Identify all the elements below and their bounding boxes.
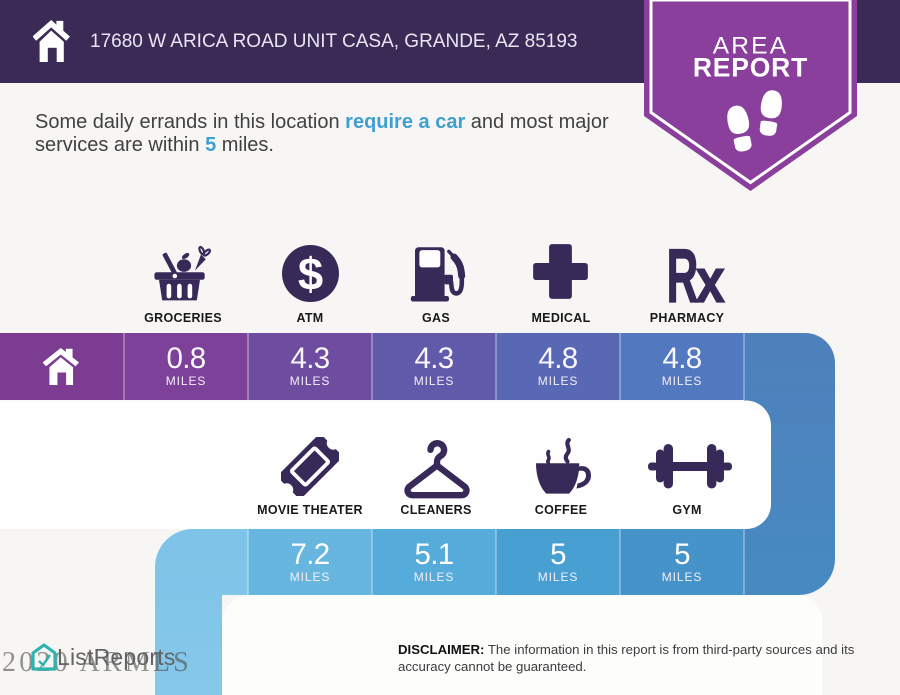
svg-text:x: x [696, 247, 725, 311]
svg-text:REPORT: REPORT [693, 53, 808, 83]
svg-text:R: R [666, 235, 698, 311]
svg-text:$: $ [298, 249, 323, 300]
svg-text:AREA: AREA [713, 33, 789, 60]
